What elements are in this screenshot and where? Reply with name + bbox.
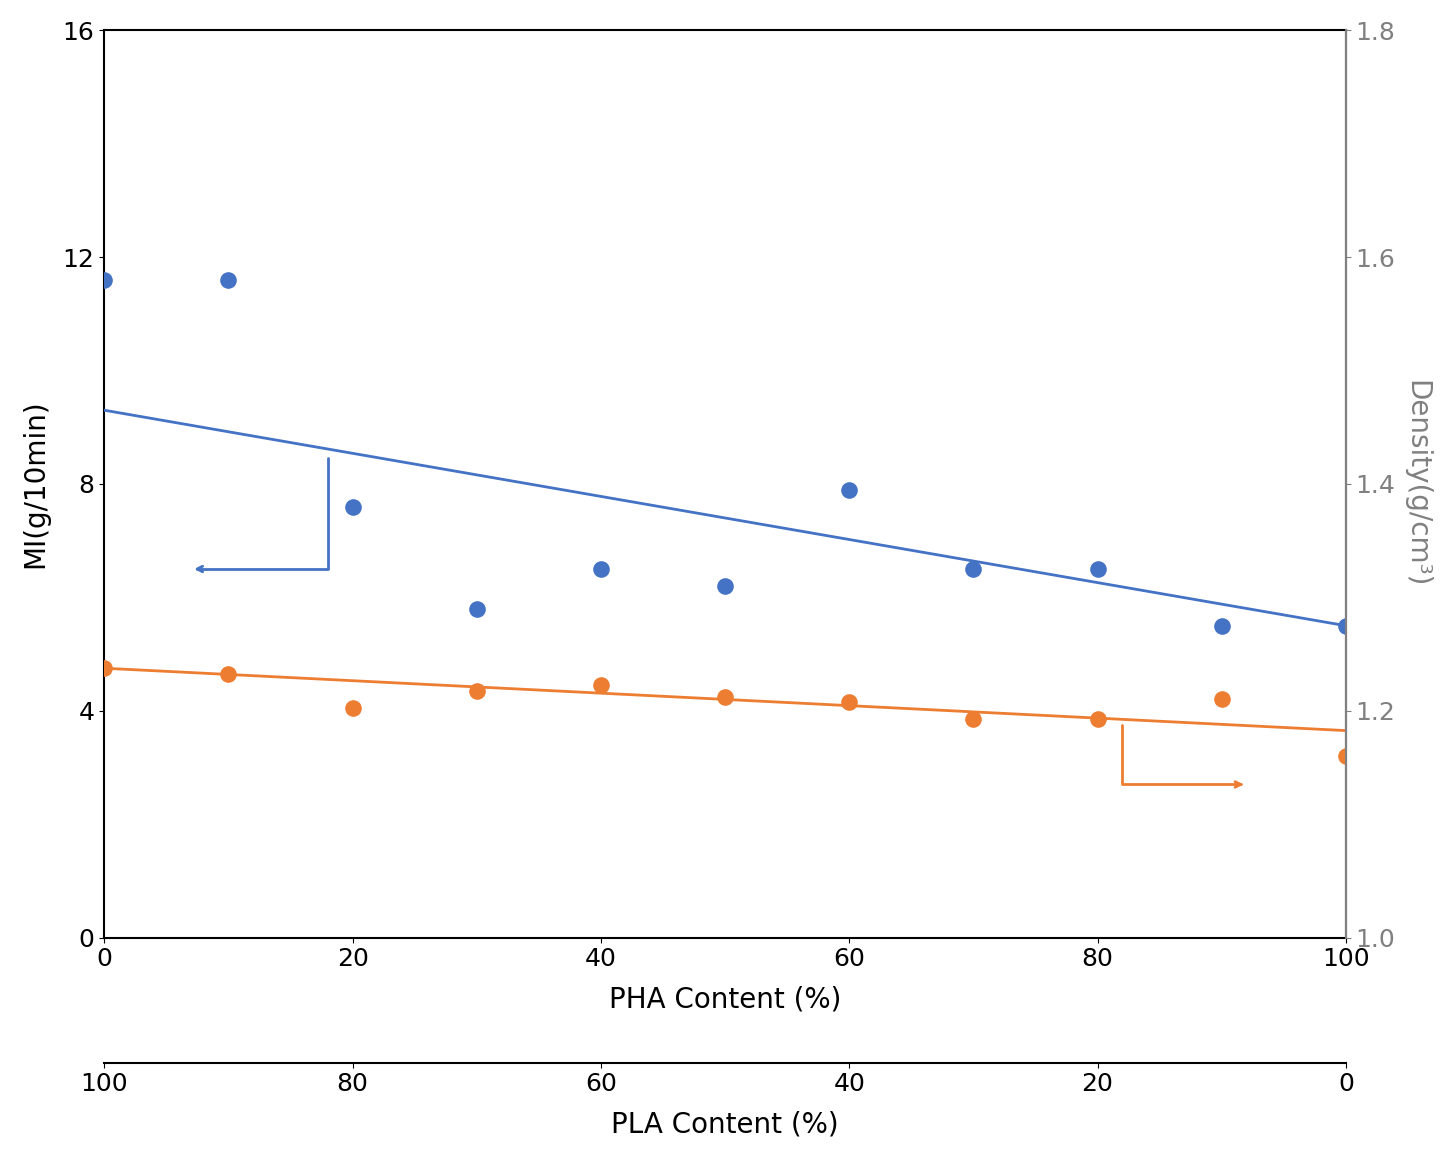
Point (714, 577, 737, 596)
Point (962, 710, 985, 729)
Point (93, 270, 116, 289)
Point (714, 687, 737, 706)
Point (589, 676, 612, 694)
Point (589, 560, 612, 578)
Point (341, 497, 364, 516)
Point (1085, 560, 1109, 578)
Point (1210, 617, 1233, 635)
Point (93, 659, 116, 678)
Point (1335, 617, 1358, 635)
Point (341, 699, 364, 717)
Point (466, 681, 489, 700)
Point (837, 693, 860, 712)
Point (466, 599, 489, 618)
Point (962, 560, 985, 578)
X-axis label: PHA Content (%): PHA Content (%) (609, 985, 842, 1013)
Point (216, 270, 239, 289)
Point (837, 480, 860, 498)
Point (1210, 690, 1233, 708)
Y-axis label: MI(g/10min): MI(g/10min) (20, 400, 49, 568)
X-axis label: PLA Content (%): PLA Content (%) (611, 1110, 839, 1138)
Point (1335, 746, 1358, 765)
Point (1085, 710, 1109, 729)
Point (216, 664, 239, 683)
Y-axis label: Density(g/cm³): Density(g/cm³) (1402, 380, 1431, 588)
